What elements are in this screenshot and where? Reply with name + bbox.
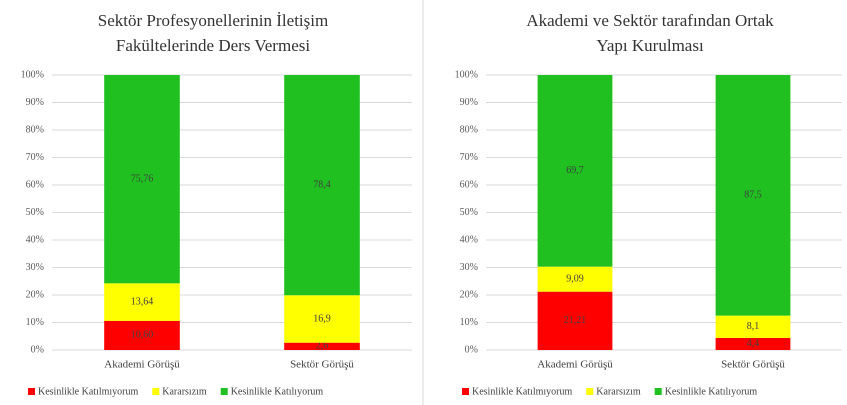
y-tick-label: 100%: [455, 69, 478, 80]
data-label: 10,60: [131, 330, 154, 341]
x-tick-label: Sektör Görüşü: [721, 359, 785, 371]
legend-label: Kararsızım: [596, 386, 641, 397]
bar-segment: [284, 75, 360, 296]
y-tick-label: 60%: [460, 179, 478, 190]
legend-label: Kesinlikle Katılıyorum: [665, 386, 758, 397]
bar-segment: [284, 295, 360, 343]
legend-swatch: [220, 388, 228, 395]
legend-label: Kesinlikle Katılıyorum: [231, 386, 324, 397]
y-tick-label: 40%: [26, 234, 44, 245]
bar-segment: [537, 266, 613, 292]
bar-segment: [104, 75, 180, 284]
y-tick-label: 30%: [460, 262, 478, 273]
chart-title: Yapı Kurulması: [596, 36, 704, 55]
y-tick-label: 70%: [26, 152, 44, 163]
data-label: 9,09: [566, 273, 584, 284]
legend-swatch: [586, 388, 594, 395]
y-tick-label: 10%: [26, 317, 44, 328]
legend-swatch: [654, 388, 662, 395]
data-label: 87,5: [744, 190, 762, 201]
bar-segment: [104, 320, 180, 350]
y-tick-label: 0%: [31, 344, 44, 355]
y-tick-label: 30%: [26, 262, 44, 273]
data-label: 4,4: [747, 338, 760, 349]
data-label: 69,7: [566, 165, 584, 176]
y-tick-label: 100%: [21, 69, 44, 80]
chart-title: Fakültelerinde Ders Vermesi: [116, 36, 310, 55]
legend-swatch: [462, 388, 469, 395]
chart-title: Akademi ve Sektör tarafından Ortak: [526, 11, 774, 30]
y-tick-label: 90%: [26, 97, 44, 108]
data-label: 8,1: [747, 321, 760, 332]
y-tick-label: 50%: [460, 207, 478, 218]
legend-swatch: [152, 388, 160, 395]
y-tick-label: 60%: [26, 179, 44, 190]
y-tick-label: 10%: [460, 317, 478, 328]
data-label: 75,76: [131, 173, 154, 184]
bar-segment: [715, 315, 791, 338]
legend-label: Kesinlikle Katılmıyorum: [472, 386, 572, 397]
x-tick-label: Akademi Görüşü: [537, 359, 613, 371]
bar-segment: [537, 75, 613, 267]
y-tick-label: 90%: [460, 97, 478, 108]
x-tick-label: Sektör Görüşü: [290, 359, 354, 371]
y-tick-label: 70%: [460, 152, 478, 163]
legend-swatch: [28, 388, 35, 395]
x-tick-label: Akademi Görüşü: [104, 359, 180, 371]
bar-segment: [537, 291, 613, 350]
y-tick-label: 40%: [460, 234, 478, 245]
data-label: 78,4: [313, 179, 331, 190]
y-tick-label: 20%: [460, 289, 478, 300]
legend-label: Kararsızım: [162, 386, 207, 397]
bar-segment: [284, 342, 360, 350]
legend-label: Kesinlikle Katılmıyorum: [38, 386, 138, 397]
bar-segment: [715, 75, 791, 316]
y-tick-label: 50%: [26, 207, 44, 218]
chart-title: Sektör Profesyonellerinin İletişim: [98, 11, 328, 30]
data-label: 21,21: [564, 315, 587, 326]
data-label: 13,64: [131, 296, 154, 307]
y-tick-label: 0%: [465, 344, 478, 355]
y-tick-label: 80%: [26, 124, 44, 135]
y-tick-label: 80%: [460, 124, 478, 135]
bar-segment: [104, 283, 180, 321]
data-label: 2,6: [316, 341, 329, 352]
bar-segment: [715, 337, 791, 350]
data-label: 16,9: [313, 313, 331, 324]
y-tick-label: 20%: [26, 289, 44, 300]
